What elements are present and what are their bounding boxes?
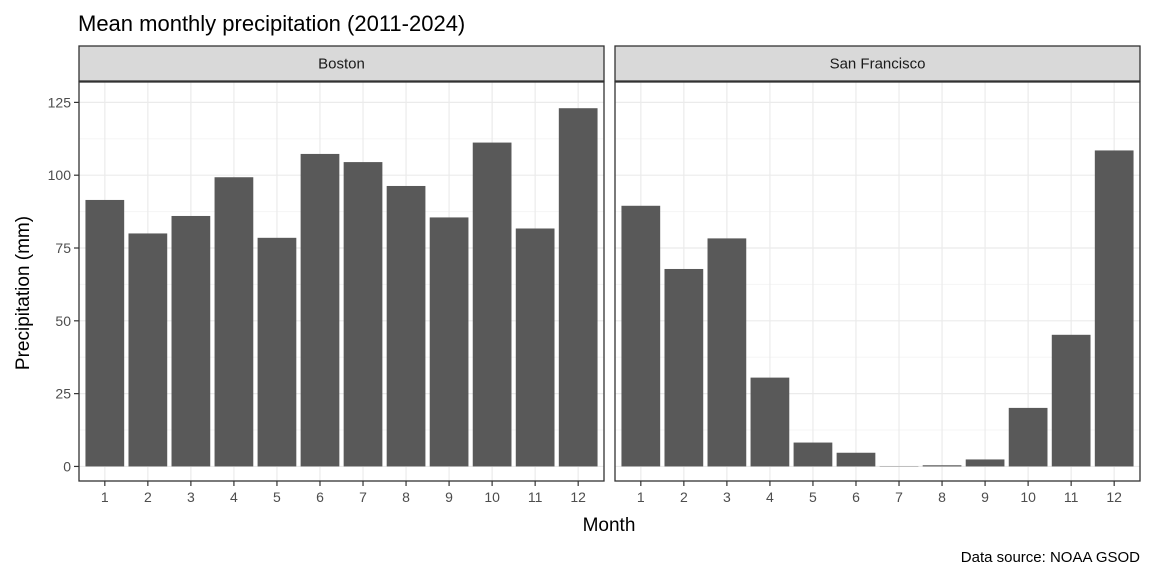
x-tick-label: 11 [528,489,543,505]
bar-san-francisco-month-12 [1094,150,1134,467]
x-tick-label: 9 [445,489,453,505]
bar-boston-month-12 [558,108,598,467]
x-tick-label: 5 [809,489,817,505]
bar-san-francisco-month-4 [750,377,790,467]
bar-san-francisco-month-8 [922,465,962,467]
x-tick-label: 7 [359,489,367,505]
bar-san-francisco-month-11 [1051,334,1091,467]
bar-boston-month-2 [128,233,168,467]
y-tick-label: 75 [55,240,71,256]
y-tick-label: 25 [55,386,71,402]
panel-border [78,81,605,482]
bar-boston-month-6 [300,153,340,467]
bar-san-francisco-month-10 [1008,407,1048,467]
facet-strip-label: San Francisco [830,56,926,73]
bar-boston-month-1 [85,199,125,467]
bar-boston-month-3 [171,215,211,467]
bar-boston-month-4 [214,177,254,467]
x-tick-label: 2 [680,489,688,505]
facet-strip [614,45,1141,82]
facet-strip-label: Boston [318,56,365,73]
bar-boston-month-9 [429,217,469,467]
x-tick-label: 8 [938,489,946,505]
x-tick-label: 3 [187,489,195,505]
y-tick-label: 100 [48,167,72,183]
x-tick-label: 9 [981,489,989,505]
x-axis-title: Month [583,515,636,536]
bar-boston-month-8 [386,185,426,467]
facet-strip [78,45,605,82]
x-tick-label: 5 [273,489,281,505]
y-tick-label: 125 [48,94,72,110]
x-tick-label: 11 [1064,489,1079,505]
x-tick-label: 4 [230,489,238,505]
y-tick-label: 50 [55,313,71,329]
bar-san-francisco-month-3 [707,238,747,467]
y-axis: 0 25 50 75 100 125 [48,94,79,474]
x-tick-label: 8 [402,489,410,505]
bar-san-francisco-month-6 [836,452,876,467]
x-tick-label: 3 [723,489,731,505]
bar-san-francisco-month-2 [664,268,704,467]
y-axis-title: Precipitation (mm) [13,216,34,370]
bar-boston-month-11 [515,228,555,467]
x-tick-label: 2 [144,489,152,505]
bar-boston-month-7 [343,162,383,467]
caption: Data source: NOAA GSOD [961,549,1140,566]
x-tick-label: 12 [570,489,586,505]
x-tick-label: 1 [637,489,645,505]
x-tick-label: 10 [484,489,500,505]
bar-boston-month-5 [257,237,297,467]
x-tick-label: 12 [1106,489,1122,505]
x-tick-label: 7 [895,489,903,505]
panel-border [614,81,1141,482]
x-tick-label: 6 [316,489,324,505]
bar-san-francisco-month-9 [965,459,1005,467]
chart-title: Mean monthly precipitation (2011-2024) [78,11,465,36]
x-tick-label: 4 [766,489,774,505]
x-tick-label: 1 [101,489,109,505]
bar-san-francisco-month-5 [793,442,833,467]
x-tick-label: 6 [852,489,860,505]
y-tick-label: 0 [63,458,71,474]
x-tick-label: 10 [1020,489,1036,505]
bar-san-francisco-month-1 [621,205,661,467]
bar-boston-month-10 [472,142,512,467]
